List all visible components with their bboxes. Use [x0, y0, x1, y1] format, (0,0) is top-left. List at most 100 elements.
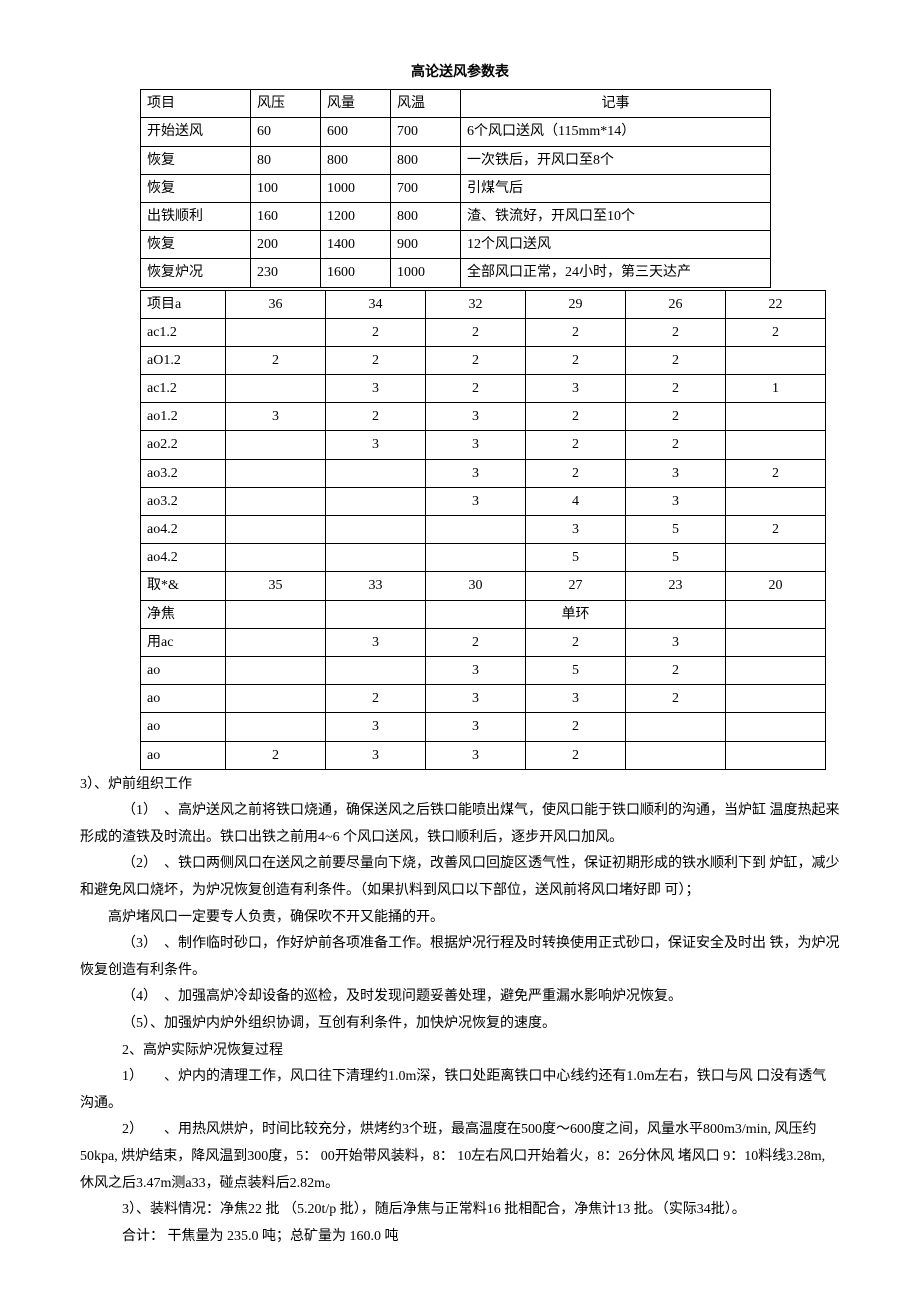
table-row: ao352 [141, 656, 826, 684]
th-temp: 风温 [391, 90, 461, 118]
table-cell: 160 [251, 202, 321, 230]
table-cell: 100 [251, 174, 321, 202]
table-cell: 36 [226, 290, 326, 318]
table-row: 项目a363432292622 [141, 290, 826, 318]
para-5: （4） 、加强高炉冷却设备的巡检，及时发现问题妥善处理，避免严重漏水影响炉况恢复… [80, 984, 840, 1011]
table-cell [426, 544, 526, 572]
table-cell: 全部风口正常，24小时，第三天达产 [461, 259, 771, 287]
table-cell [326, 600, 426, 628]
table-cell: 3 [526, 685, 626, 713]
table-parameters: 项目 风压 风量 风温 记事 开始送风606007006个风口送风（115mm*… [140, 89, 771, 287]
table-cell: 2 [426, 628, 526, 656]
para-1: （1） 、高炉送风之前将铁口烧通，确保送风之后铁口能喷出煤气，使风口能于铁口顺利… [80, 798, 840, 851]
table-cell: 恢复 [141, 174, 251, 202]
table-cell: 2 [526, 459, 626, 487]
table-cell: 取*& [141, 572, 226, 600]
table-cell: 6个风口送风（115mm*14） [461, 118, 771, 146]
table-cell: 3 [626, 459, 726, 487]
table-cell [226, 544, 326, 572]
table-cell [726, 487, 826, 515]
th-pressure: 风压 [251, 90, 321, 118]
table-cell: 30 [426, 572, 526, 600]
table-cell: 3 [326, 375, 426, 403]
table-row: ac1.232321 [141, 375, 826, 403]
table-cell: 开始送风 [141, 118, 251, 146]
table-cell: 900 [391, 231, 461, 259]
table-cell: 5 [626, 544, 726, 572]
table-cell: 1000 [321, 174, 391, 202]
table-cell [226, 375, 326, 403]
table-row: ao2332 [141, 685, 826, 713]
table-cell: 用ac [141, 628, 226, 656]
table-cell: 3 [426, 403, 526, 431]
table-cell: ao3.2 [141, 459, 226, 487]
table-cell [226, 656, 326, 684]
table-cell: 2 [326, 346, 426, 374]
para-10: 3）、装料情况：净焦22 批 （5.20t/p 批），随后净焦与正常料16 批相… [80, 1197, 840, 1224]
table-cell: 3 [526, 375, 626, 403]
table-cell: 2 [726, 318, 826, 346]
table-cell: 一次铁后，开风口至8个 [461, 146, 771, 174]
table-cell: 3 [226, 403, 326, 431]
table-cell: 230 [251, 259, 321, 287]
para-9: 2） 、用热风烘炉，时间比较充分，烘烤约3个班，最高温度在500度～600度之间… [80, 1117, 840, 1197]
table-cell: ao [141, 741, 226, 769]
table-cell [326, 516, 426, 544]
table-cell: 3 [326, 713, 426, 741]
table-cell: 1000 [391, 259, 461, 287]
table-header-row: 项目 风压 风量 风温 记事 [141, 90, 771, 118]
table-cell [726, 431, 826, 459]
table-cell: ao [141, 656, 226, 684]
table-row: 恢复200140090012个风口送风 [141, 231, 771, 259]
table-cell [226, 628, 326, 656]
table-cell: 2 [526, 346, 626, 374]
table-cell: 700 [391, 118, 461, 146]
para-7: 2、高炉实际炉况恢复过程 [80, 1038, 840, 1065]
table-cell: 项目a [141, 290, 226, 318]
table-cell: 800 [391, 202, 461, 230]
table-cell: 200 [251, 231, 321, 259]
table-cell [226, 713, 326, 741]
table-cell: 1600 [321, 259, 391, 287]
table-cell: ao4.2 [141, 516, 226, 544]
table-cell: 3 [426, 656, 526, 684]
table-row: ao4.255 [141, 544, 826, 572]
table-cell: 2 [526, 318, 626, 346]
table-cell: 2 [326, 318, 426, 346]
table-cell [226, 685, 326, 713]
table-cell: 2 [626, 431, 726, 459]
table-row: ac1.222222 [141, 318, 826, 346]
table-cell: 渣、铁流好，开风口至10个 [461, 202, 771, 230]
table-cell: 引煤气后 [461, 174, 771, 202]
table-cell: 2 [226, 741, 326, 769]
table-cell: 35 [226, 572, 326, 600]
table-cell: 恢复炉况 [141, 259, 251, 287]
table-row: 恢复1001000700引煤气后 [141, 174, 771, 202]
table-cell [726, 346, 826, 374]
table-cell: 80 [251, 146, 321, 174]
table-cell: 3 [426, 487, 526, 515]
table-cell: 2 [526, 628, 626, 656]
table-cell: 2 [326, 403, 426, 431]
table-cell: 33 [326, 572, 426, 600]
para-3: 高炉堵风口一定要专人负责，确保吹不开又能捅的开。 [80, 905, 840, 932]
table-cell: 2 [626, 318, 726, 346]
table-cell: 60 [251, 118, 321, 146]
table-cell: 3 [426, 741, 526, 769]
table-cell [426, 516, 526, 544]
table-cell: 2 [726, 516, 826, 544]
table-cell: 26 [626, 290, 726, 318]
table-row: ao332 [141, 713, 826, 741]
table-cell: 5 [526, 656, 626, 684]
para-11: 合计： 干焦量为 235.0 吨；总矿量为 160.0 吨 [80, 1224, 840, 1251]
table-cell: 3 [426, 459, 526, 487]
table-cell: 23 [626, 572, 726, 600]
table-cell: ao4.2 [141, 544, 226, 572]
para-6: （5）、加强炉内炉外组织协调，互创有利条件，加快炉况恢复的速度。 [80, 1011, 840, 1038]
table-cell [726, 600, 826, 628]
para-4: （3） 、制作临时砂口，作好炉前各项准备工作。根据炉况行程及时转换使用正式砂口，… [80, 931, 840, 984]
table-cell: 20 [726, 572, 826, 600]
table-row: ao3.23232 [141, 459, 826, 487]
table-row: 恢复80800800一次铁后，开风口至8个 [141, 146, 771, 174]
para-2: （2） 、铁口两侧风口在送风之前要尽量向下烧，改善风口回旋区透气性，保证初期形成… [80, 851, 840, 904]
